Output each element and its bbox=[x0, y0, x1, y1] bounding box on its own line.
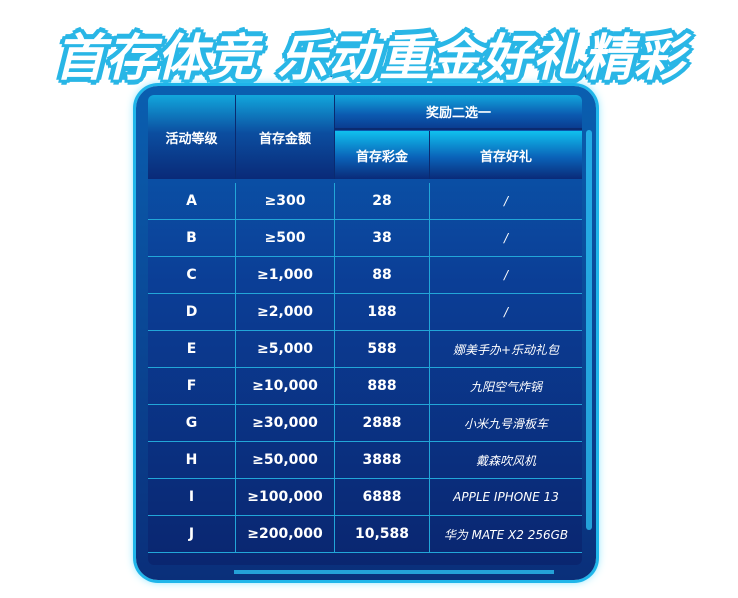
cell-gift: APPLE IPHONE 13 bbox=[453, 490, 559, 504]
cell-deposit: ≥500 bbox=[236, 220, 335, 256]
cell-bonus: 2888 bbox=[335, 405, 430, 441]
table-row: I ≥100,000 6888 APPLE IPHONE 13 bbox=[148, 479, 582, 516]
cell-gift: / bbox=[503, 194, 509, 208]
cell-bonus: 588 bbox=[335, 331, 430, 367]
cell-level: G bbox=[148, 405, 236, 441]
cell-level: D bbox=[148, 294, 236, 330]
cell-deposit: ≥200,000 bbox=[236, 516, 335, 552]
cell-gift: / bbox=[503, 231, 509, 245]
header-bonus: 首存彩金 bbox=[335, 131, 430, 179]
header-gift: 首存好礼 bbox=[430, 131, 582, 179]
table-body: A ≥300 28/B ≥500 38/C ≥1,000 88/D ≥2,000 188/E ≥5… bbox=[148, 183, 582, 553]
table-row: C ≥1,000 88 / bbox=[148, 257, 582, 294]
header-group: 奖励二选一 bbox=[335, 95, 582, 130]
cell-level: I bbox=[148, 479, 236, 515]
frame-decoration bbox=[234, 570, 554, 574]
cell-deposit: ≥50,000 bbox=[236, 442, 335, 478]
cell-deposit: ≥30,000 bbox=[236, 405, 335, 441]
cell-deposit: ≥10,000 bbox=[236, 368, 335, 404]
cell-deposit: ≥100,000 bbox=[236, 479, 335, 515]
cell-bonus: 10,588 bbox=[335, 516, 430, 552]
cell-gift: 小米九号滑板车 bbox=[463, 416, 548, 431]
cell-bonus: 28 bbox=[335, 183, 430, 219]
cell-bonus: 888 bbox=[335, 368, 430, 404]
cell-bonus: 188 bbox=[335, 294, 430, 330]
cell-level: F bbox=[148, 368, 236, 404]
cell-gift: 戴森吹风机 bbox=[475, 453, 536, 468]
cell-level: A bbox=[148, 183, 236, 219]
banner-title: 首存体竞 乐动重金好礼精彩 bbox=[30, 18, 710, 90]
cell-deposit: ≥300 bbox=[236, 183, 335, 219]
cell-deposit: ≥1,000 bbox=[236, 257, 335, 293]
header-deposit: 首存金额 bbox=[236, 95, 335, 179]
cell-level: E bbox=[148, 331, 236, 367]
cell-level: B bbox=[148, 220, 236, 256]
table-row: D ≥2,000 188 / bbox=[148, 294, 582, 331]
cell-gift: / bbox=[503, 268, 509, 282]
table-row: G ≥30,000 2888 小米九号滑板车 bbox=[148, 405, 582, 442]
cell-level: H bbox=[148, 442, 236, 478]
header-level: 活动等级 bbox=[148, 95, 236, 179]
cell-level: C bbox=[148, 257, 236, 293]
table-row: H ≥50,000 3888 戴森吹风机 bbox=[148, 442, 582, 479]
cell-bonus: 88 bbox=[335, 257, 430, 293]
cell-bonus: 3888 bbox=[335, 442, 430, 478]
cell-level: J bbox=[148, 516, 236, 552]
cell-deposit: ≥5,000 bbox=[236, 331, 335, 367]
title-text: 首存体竞 乐动重金好礼精彩 bbox=[53, 28, 686, 89]
table-row: B ≥500 38 / bbox=[148, 220, 582, 257]
cell-gift: 娜美手办+乐动礼包 bbox=[452, 342, 560, 357]
cell-deposit: ≥2,000 bbox=[236, 294, 335, 330]
cell-bonus: 6888 bbox=[335, 479, 430, 515]
table-row: F ≥10,000 888 九阳空气炸锅 bbox=[148, 368, 582, 405]
cell-bonus: 38 bbox=[335, 220, 430, 256]
table-row: A ≥300 28 / bbox=[148, 183, 582, 220]
reward-table: 活动等级 首存金额 奖励二选一 首存彩金 首存好礼 A ≥300 28/B ≥500 3… bbox=[148, 95, 582, 565]
cell-gift: 华为 MATE X2 256GB bbox=[443, 527, 569, 542]
frame-decoration bbox=[586, 130, 592, 530]
cell-gift: 九阳空气炸锅 bbox=[469, 379, 542, 394]
table-row: E ≥5,000 588 娜美手办+乐动礼包 bbox=[148, 331, 582, 368]
table-row: J ≥200,000 10,588 华为 MATE X2 256GB bbox=[148, 516, 582, 553]
cell-gift: / bbox=[503, 305, 509, 319]
